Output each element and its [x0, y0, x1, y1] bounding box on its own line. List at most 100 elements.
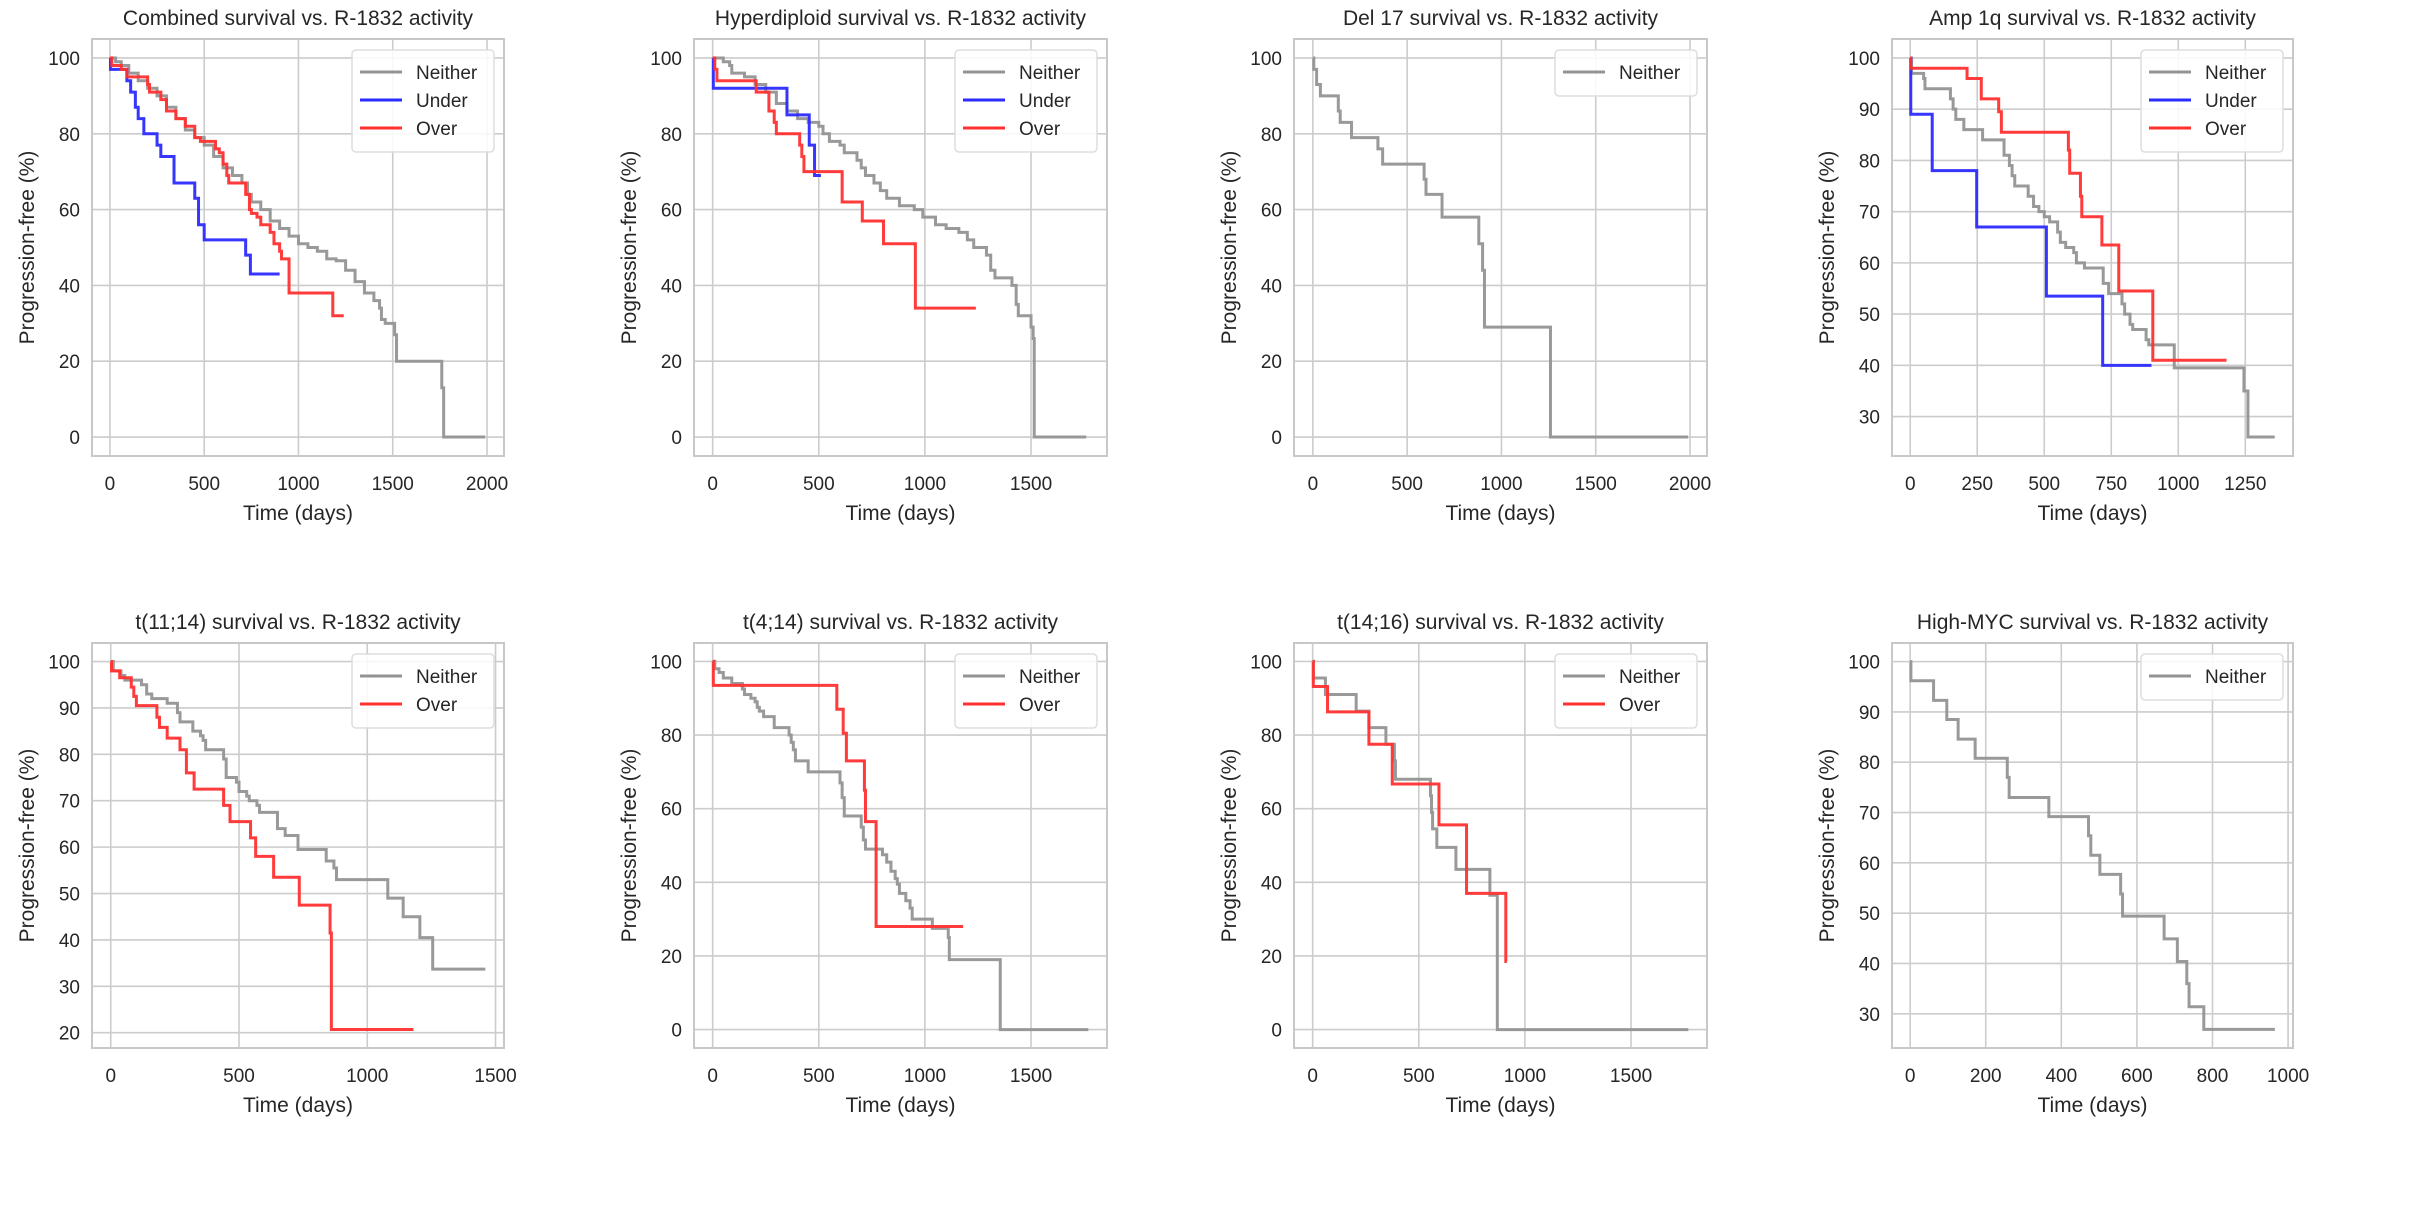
x-tick-label: 500 — [803, 1066, 835, 1087]
axes-frame — [693, 642, 1108, 1049]
y-tick-label: 30 — [1859, 408, 1880, 429]
x-tick-label: 0 — [1905, 1066, 1916, 1087]
x-tick-label: 1500 — [372, 474, 414, 495]
x-tick-label: 0 — [707, 474, 718, 495]
subplot-title: Hyperdiploid survival vs. R-1832 activit… — [715, 7, 1087, 30]
y-tick-label: 60 — [59, 201, 80, 222]
km-curve-neither — [1311, 659, 1689, 1032]
subplot-6: 0 500 1000 1500 0 20 40 60 80 100 t(4;14) survival… — [618, 611, 1108, 1117]
x-tick-label: 1000 — [277, 474, 319, 495]
legend-label: Over — [1019, 695, 1061, 716]
x-tick-label: 0 — [105, 474, 116, 495]
x-tick-label: 2000 — [466, 474, 508, 495]
y-tick-label: 60 — [1261, 800, 1282, 821]
y-tick-label: 40 — [661, 873, 682, 894]
km-curve-over — [109, 660, 414, 1031]
km-curve-neither — [712, 56, 1087, 439]
y-tick-label: 40 — [59, 276, 80, 297]
y-tick-label: 40 — [661, 276, 682, 297]
x-tick-label: 1500 — [1575, 474, 1617, 495]
y-tick-label: 30 — [1859, 1005, 1880, 1026]
km-curve-under — [108, 56, 280, 276]
y-tick-label: 0 — [1271, 428, 1282, 449]
legend: Neither Under Over — [2140, 49, 2284, 153]
x-tick-label: 1000 — [2267, 1066, 2309, 1087]
y-tick-label: 90 — [59, 699, 80, 720]
y-tick-label: 90 — [1859, 100, 1880, 121]
legend-label: Neither — [1019, 63, 1081, 84]
subplot-8: 0 200 400 600 800 1000 30 40 50 60 70 80 90 100 High-M… — [1816, 611, 2309, 1117]
legend-label: Under — [2205, 91, 2257, 112]
y-tick-label: 100 — [1848, 49, 1880, 70]
axes-frame — [1891, 642, 2294, 1049]
x-tick-label: 200 — [1970, 1066, 2002, 1087]
y-tick-label: 80 — [59, 125, 80, 146]
y-tick-label: 80 — [59, 745, 80, 766]
legend-label: Neither — [1619, 63, 1681, 84]
y-tick-label: 40 — [1261, 276, 1282, 297]
y-tick-label: 20 — [59, 1024, 80, 1045]
y-axis-label: Progression-free (%) — [618, 749, 641, 943]
y-tick-label: 0 — [671, 428, 682, 449]
x-axis-label: Time (days) — [243, 1094, 353, 1117]
x-axis-label: Time (days) — [845, 502, 955, 525]
legend-box — [351, 653, 495, 729]
legend-label: Neither — [1619, 667, 1681, 688]
legend: Neither Over — [351, 653, 495, 729]
plot-background — [1294, 39, 1707, 456]
km-curve-neither — [1909, 660, 2275, 1031]
x-axis-label: Time (days) — [845, 1094, 955, 1117]
subplot-5: 0 500 1000 1500 20 30 40 50 60 70 80 90 100 t(11;14) … — [16, 611, 517, 1117]
subplot-2: 0 500 1000 1500 0 20 40 60 80 100 Hyperdiploid sur… — [618, 7, 1108, 525]
x-tick-label: 250 — [1961, 474, 1993, 495]
x-tick-label: 0 — [707, 1066, 718, 1087]
subplot-4: 0 250 500 750 1000 1250 30 40 50 60 70 80 90 100 Amp 1… — [1816, 7, 2294, 525]
legend-label: Over — [1619, 695, 1661, 716]
subplot-3: 0 500 1000 1500 2000 0 20 40 60 80 100 Del 17 survi… — [1218, 7, 1711, 525]
x-axis-label: Time (days) — [243, 502, 353, 525]
x-tick-label: 600 — [2121, 1066, 2153, 1087]
km-curve-neither — [1312, 56, 1689, 439]
y-tick-label: 50 — [1859, 305, 1880, 326]
axes-frame — [91, 642, 505, 1049]
y-tick-label: 20 — [661, 947, 682, 968]
x-tick-label: 1500 — [1010, 474, 1052, 495]
y-tick-label: 100 — [650, 652, 682, 673]
y-tick-label: 20 — [1261, 947, 1282, 968]
legend-label: Neither — [416, 667, 478, 688]
y-tick-label: 20 — [1261, 352, 1282, 373]
axes-frame — [91, 38, 505, 457]
y-axis-label: Progression-free (%) — [16, 749, 39, 943]
y-tick-label: 80 — [661, 726, 682, 747]
x-tick-label: 2000 — [1669, 474, 1711, 495]
y-tick-label: 50 — [59, 885, 80, 906]
legend-label: Over — [2205, 119, 2247, 140]
x-tick-label: 500 — [2028, 474, 2060, 495]
y-tick-label: 100 — [48, 49, 80, 70]
km-curve-neither — [110, 660, 486, 971]
y-tick-label: 20 — [661, 352, 682, 373]
legend-label: Over — [1019, 119, 1061, 140]
x-tick-label: 1500 — [1010, 1066, 1052, 1087]
y-tick-label: 60 — [1859, 854, 1880, 875]
y-tick-label: 100 — [1250, 652, 1282, 673]
y-tick-label: 0 — [69, 428, 80, 449]
x-tick-label: 1000 — [904, 474, 946, 495]
y-axis-label: Progression-free (%) — [1816, 151, 1839, 345]
y-tick-label: 30 — [59, 977, 80, 998]
x-tick-label: 750 — [2095, 474, 2127, 495]
x-tick-label: 1000 — [1504, 1066, 1546, 1087]
legend-label: Under — [416, 91, 468, 112]
y-tick-label: 90 — [1859, 703, 1880, 724]
y-axis-label: Progression-free (%) — [1816, 749, 1839, 943]
legend: Neither — [2140, 653, 2284, 701]
legend: Neither Over — [1554, 653, 1698, 729]
subplot-title: t(14;16) survival vs. R-1832 activity — [1337, 611, 1664, 634]
x-tick-label: 1000 — [1480, 474, 1522, 495]
legend-box — [954, 653, 1098, 729]
subplot-title: High-MYC survival vs. R-1832 activity — [1917, 611, 2269, 634]
y-tick-label: 60 — [59, 838, 80, 859]
legend-label: Over — [416, 119, 458, 140]
y-tick-label: 40 — [1261, 873, 1282, 894]
